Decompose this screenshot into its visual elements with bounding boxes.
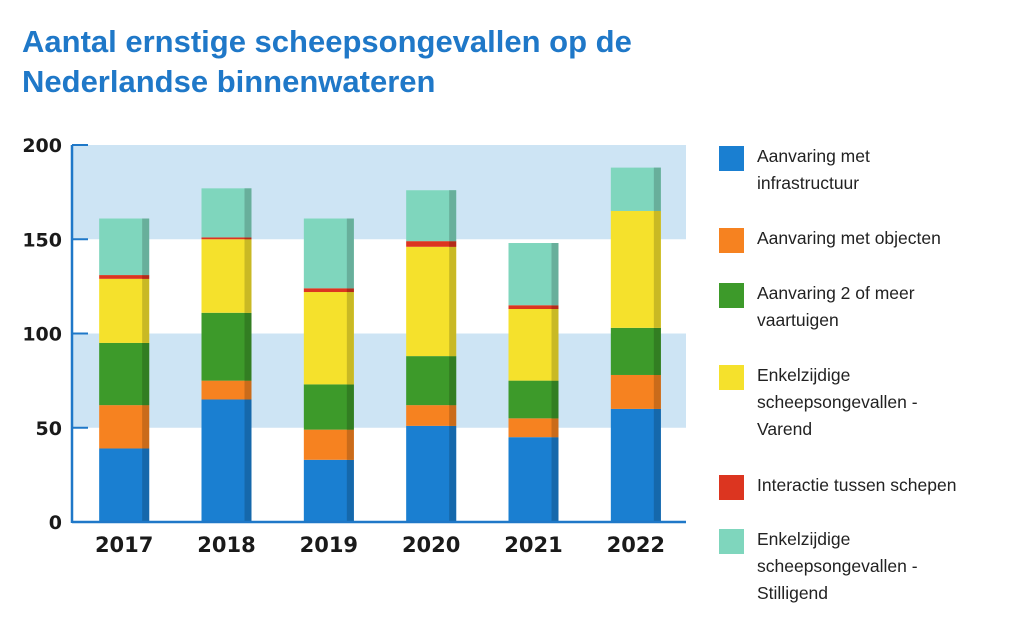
bar-side-2019-series-3 (346, 384, 354, 430)
bar-side-2020-series-1 (449, 425, 457, 522)
legend-swatch-vaartuigen (719, 283, 744, 308)
bar-2022-series-4 (610, 210, 661, 328)
bar-2019-series-2 (303, 429, 354, 460)
bar-2022-series-3 (610, 327, 661, 375)
x-tick-label-2019: 2019 (300, 533, 358, 557)
stacked-bar-chart: 0 50 100 150 200 2017 2018 2019 2020 2021 2022 (22, 135, 686, 557)
bar-2018-series-4 (201, 239, 252, 313)
bar-2019-series-4 (303, 292, 354, 385)
bar-2020-series-6 (406, 190, 457, 242)
bar-side-2019-series-1 (346, 459, 354, 522)
bar-side-2021-series-6 (551, 243, 559, 306)
bar-2021-series-2 (508, 418, 559, 438)
bar-2021-series-3 (508, 380, 559, 419)
bar-side-2020-series-3 (449, 356, 457, 406)
bar-side-2020-series-4 (449, 246, 457, 357)
chart-title-line-2: Nederlandse binnenwateren (22, 64, 436, 99)
chart-title: Aantal ernstige scheepsongevallen op de … (22, 22, 702, 102)
bar-2020-series-1 (406, 425, 457, 522)
bar-side-2017-series-2 (142, 405, 150, 449)
bar-side-2019-series-6 (346, 218, 354, 289)
legend-label-objecten: Aanvaring met objecten (757, 228, 941, 248)
bar-2020-series-5 (406, 241, 457, 247)
background-band-2 (72, 145, 686, 240)
bar-side-2019-series-2 (346, 429, 354, 460)
legend-label-vaartuigen: Aanvaring 2 of meer vaartuigen (757, 283, 915, 330)
bar-side-2018-series-4 (244, 239, 252, 313)
bar-2017-series-4 (99, 278, 150, 343)
bar-2017-series-3 (99, 342, 150, 406)
bar-side-2022-series-1 (653, 408, 661, 522)
bar-2020-series-2 (406, 405, 457, 426)
bar-2022-series-1 (610, 408, 661, 522)
bar-2021-series-5 (508, 305, 559, 309)
bar-side-2021-series-4 (551, 308, 559, 381)
bar-side-2018-series-2 (244, 380, 252, 400)
bar-side-2020-series-5 (449, 241, 457, 247)
chart-title-line-1: Aantal ernstige scheepsongevallen op de (22, 24, 632, 59)
bar-side-2018-series-6 (244, 188, 252, 238)
bar-2018-series-3 (201, 312, 252, 381)
bar-side-2022-series-2 (653, 374, 661, 409)
legend-swatch-varend (719, 365, 744, 390)
bar-2017-series-1 (99, 448, 150, 522)
bar-side-2018-series-3 (244, 312, 252, 381)
y-tick-label-150: 150 (22, 229, 62, 251)
bar-side-2021-series-2 (551, 418, 559, 438)
bar-side-2017-series-1 (142, 448, 150, 522)
legend-swatch-infrastructuur (719, 146, 744, 171)
y-tick-label-0: 0 (49, 512, 62, 534)
bar-2019-series-5 (303, 288, 354, 293)
bar-side-2018-series-1 (244, 399, 252, 522)
y-tick-label-200: 200 (22, 135, 62, 157)
x-tick-label-2021: 2021 (504, 533, 562, 557)
legend-label-infrastructuur: Aanvaring met infrastructuur (757, 146, 870, 193)
bar-2018-series-5 (201, 237, 252, 240)
bar-2021-series-1 (508, 437, 559, 522)
bar-side-2019-series-4 (346, 292, 354, 385)
legend-label-interactie: Interactie tussen schepen (757, 475, 957, 495)
background-band-1 (72, 333, 686, 428)
bar-side-2017-series-5 (142, 275, 150, 279)
bar-side-2019-series-5 (346, 288, 354, 293)
legend-swatch-objecten (719, 228, 744, 253)
bar-side-2021-series-3 (551, 380, 559, 419)
bar-2020-series-3 (406, 356, 457, 406)
x-tick-label-2020: 2020 (402, 533, 460, 557)
legend-swatch-interactie (719, 475, 744, 500)
bar-2018-series-2 (201, 380, 252, 400)
bar-side-2022-series-4 (653, 210, 661, 328)
bar-2019-series-6 (303, 218, 354, 289)
bar-side-2022-series-6 (653, 167, 661, 211)
bar-2018-series-6 (201, 188, 252, 238)
bar-side-2020-series-2 (449, 405, 457, 426)
x-tick-label-2022: 2022 (607, 533, 665, 557)
x-tick-label-2017: 2017 (95, 533, 153, 557)
bar-side-2021-series-1 (551, 437, 559, 522)
bar-2019-series-3 (303, 384, 354, 430)
bar-2019-series-1 (303, 459, 354, 522)
bar-2017-series-6 (99, 218, 150, 276)
legend-label-varend: Enkelzijdige scheepsongevallen - Varend (757, 365, 918, 439)
bar-2022-series-2 (610, 374, 661, 409)
y-tick-label-100: 100 (22, 324, 62, 346)
legend-label-stilligend: Enkelzijdige scheepsongevallen - Stillig… (757, 529, 918, 603)
bar-side-2018-series-5 (244, 237, 252, 240)
legend-swatch-stilligend (719, 529, 744, 554)
bar-side-2017-series-4 (142, 278, 150, 343)
bar-2017-series-2 (99, 405, 150, 449)
bar-side-2020-series-6 (449, 190, 457, 242)
bar-2021-series-4 (508, 308, 559, 381)
y-tick-label-50: 50 (36, 418, 62, 440)
bar-2018-series-1 (201, 399, 252, 522)
bar-2022-series-6 (610, 167, 661, 211)
bar-2020-series-4 (406, 246, 457, 357)
bar-2021-series-6 (508, 243, 559, 306)
bar-side-2021-series-5 (551, 305, 559, 309)
bar-side-2022-series-3 (653, 327, 661, 375)
bar-side-2017-series-3 (142, 342, 150, 406)
x-tick-label-2018: 2018 (197, 533, 255, 557)
bar-2017-series-5 (99, 275, 150, 279)
bar-side-2017-series-6 (142, 218, 150, 276)
